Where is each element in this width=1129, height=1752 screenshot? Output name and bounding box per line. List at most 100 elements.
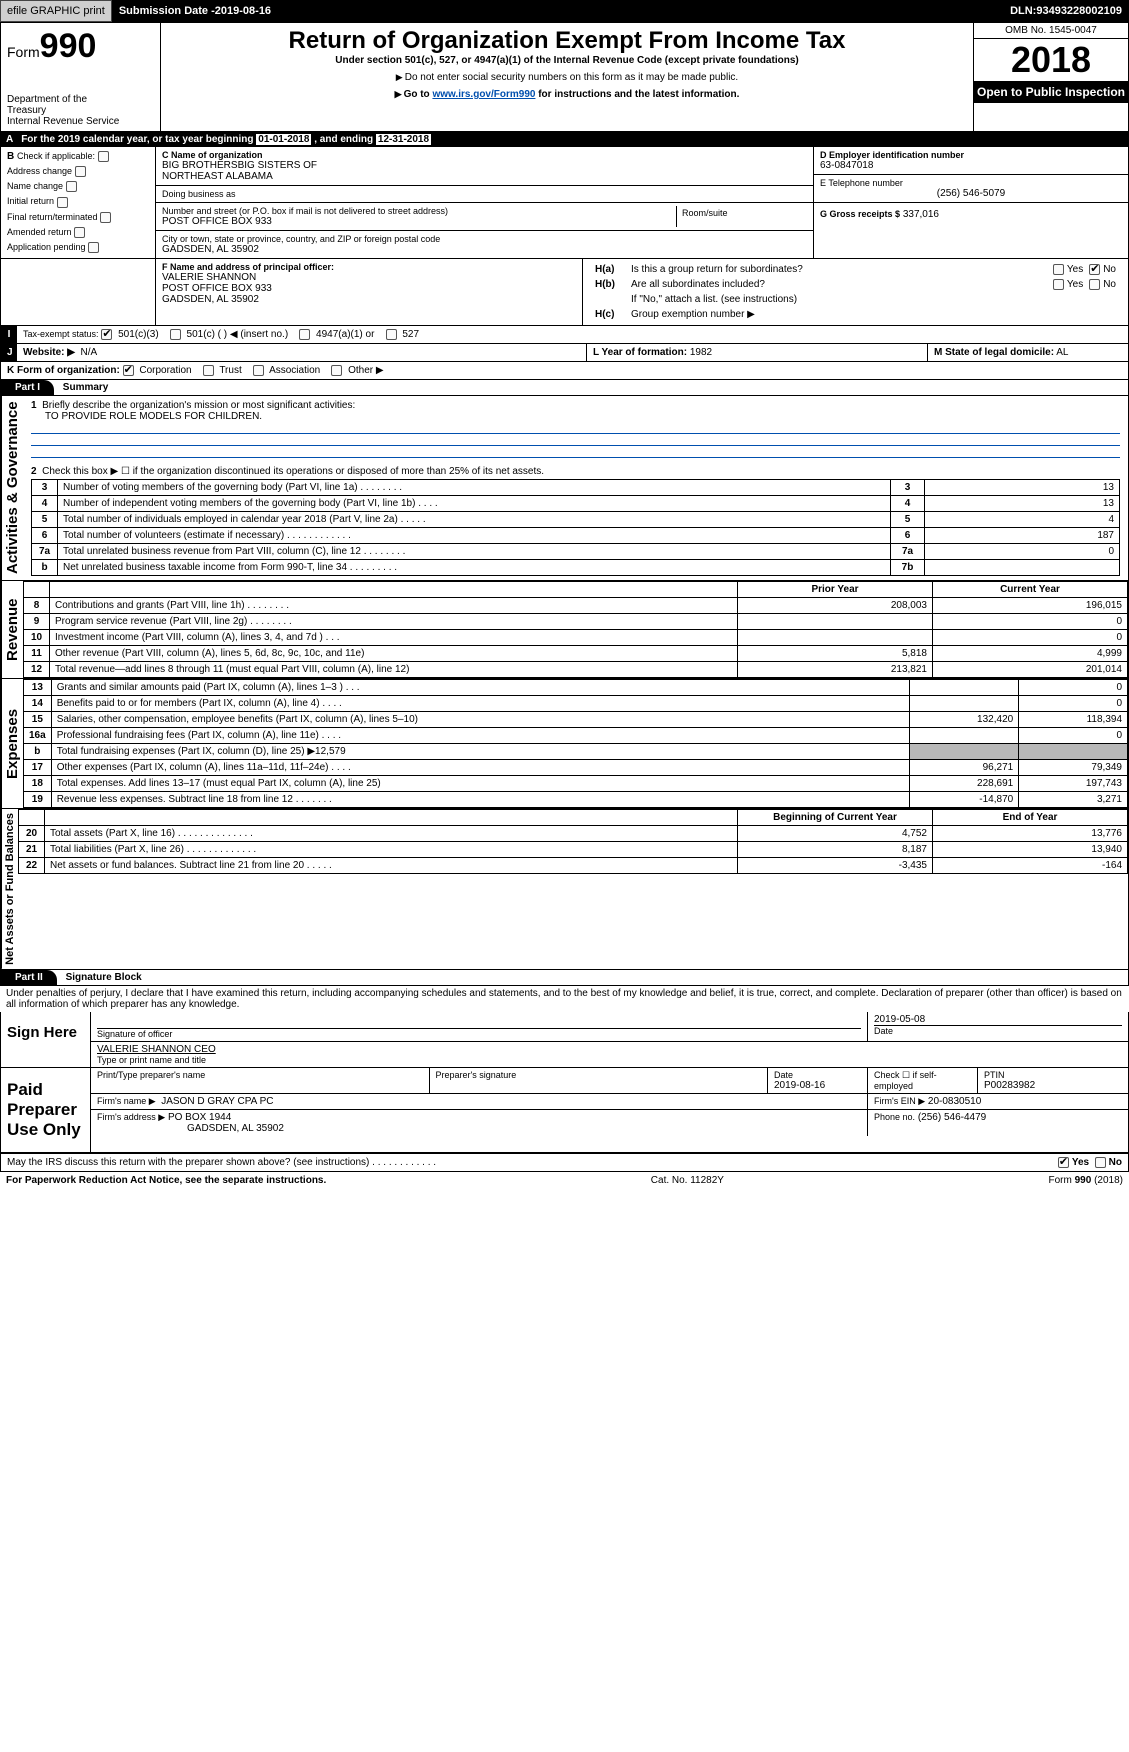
part1-expenses: Expenses 13Grants and similar amounts pa… (0, 679, 1129, 809)
section-k-option: Corporation (123, 365, 200, 376)
dln-text: DLN: (1010, 5, 1036, 17)
topbar-spacer (278, 0, 1003, 22)
table-row: 8Contributions and grants (Part VIII, li… (24, 598, 1128, 614)
checkbox-applicable[interactable] (98, 151, 109, 162)
paid-preparer-label: Paid Preparer Use Only (1, 1068, 91, 1152)
block-ij: I Tax-exempt status: 501(c)(3) 501(c) ( … (0, 326, 1129, 344)
table-row: 12Total revenue—add lines 8 through 11 (… (24, 662, 1128, 678)
section-k-label: K Form of organization: (7, 365, 120, 376)
dba-label: Doing business as (156, 186, 813, 203)
note2-post: for instructions and the latest informat… (535, 89, 739, 100)
efile-graphic-print-button[interactable]: efile GRAPHIC print (0, 0, 112, 22)
section-d-label: D Employer identification number (820, 150, 964, 160)
table-row: 5Total number of individuals employed in… (32, 512, 1120, 528)
org-name-2: NORTHEAST ALABAMA (162, 171, 807, 182)
firm-name-label: Firm's name ▶ (97, 1096, 156, 1106)
hb-no-checkbox[interactable] (1089, 279, 1100, 290)
section-b-checkbox[interactable] (74, 227, 85, 238)
submission-date-text: Submission Date - (119, 5, 215, 17)
section-b-checkbox[interactable] (66, 181, 77, 192)
discuss-row: May the IRS discuss this return with the… (0, 1154, 1129, 1172)
section-i-checkbox[interactable] (170, 329, 181, 340)
ha-yes-checkbox[interactable] (1053, 264, 1064, 275)
form-header: Form990 Department of the Treasury Inter… (0, 22, 1129, 132)
officer-name: VALERIE SHANNON (162, 272, 576, 283)
section-k-checkbox[interactable] (331, 365, 342, 376)
section-b-checkbox[interactable] (57, 197, 68, 208)
org-name-1: BIG BROTHERSBIG SISTERS OF (162, 160, 807, 171)
city-value: GADSDEN, AL 35902 (162, 244, 807, 255)
header-left: Form990 Department of the Treasury Inter… (1, 23, 161, 131)
cal-year-pre: For the 2019 calendar year, or tax year … (21, 134, 256, 145)
header-note1: Do not enter social security numbers on … (167, 72, 967, 83)
part2-tab: Part II (1, 970, 57, 985)
q1-label: Briefly describe the organization's miss… (42, 400, 355, 411)
table-row: 17Other expenses (Part IX, column (A), l… (24, 760, 1128, 776)
side-governance: Activities & Governance (1, 396, 23, 580)
footer-right: Form 990 (2018) (1049, 1175, 1123, 1186)
prep-date-value: 2019-08-16 (774, 1080, 861, 1091)
h-c-label: Group exemption number ▶ (631, 309, 755, 320)
discuss-yes-checkbox[interactable] (1058, 1157, 1069, 1168)
h-b-label: Are all subordinates included? (631, 279, 1053, 290)
header-right: OMB No. 1545-0047 2018 Open to Public In… (973, 23, 1128, 131)
firm-ein-value: 20-0830510 (928, 1096, 981, 1107)
omb-number: OMB No. 1545-0047 (974, 23, 1128, 39)
prep-name-label: Print/Type preparer's name (91, 1068, 430, 1093)
table-row: 22Net assets or fund balances. Subtract … (19, 858, 1128, 874)
block-fh: F Name and address of principal officer:… (0, 259, 1129, 326)
prep-sig-label: Preparer's signature (430, 1068, 769, 1093)
section-k-checkbox[interactable] (203, 365, 214, 376)
block-k: K Form of organization: Corporation Trus… (0, 362, 1129, 380)
tax-year: 2018 (974, 39, 1128, 81)
section-i-checkbox[interactable] (101, 329, 112, 340)
sig-date-label: Date (874, 1025, 1122, 1036)
section-k-option: Other ▶ (329, 365, 392, 376)
table-row: 21Total liabilities (Part X, line 26) . … (19, 842, 1128, 858)
section-b-label: Check if applicable: (17, 151, 95, 161)
officer-city: GADSDEN, AL 35902 (162, 294, 576, 305)
section-e-label: E Telephone number (820, 178, 1122, 188)
section-b-checkbox[interactable] (100, 212, 111, 223)
section-b-checkbox[interactable] (88, 242, 99, 253)
section-i-checkbox[interactable] (299, 329, 310, 340)
state-domicile: AL (1056, 347, 1068, 358)
signature-block: Sign Here Signature of officer 2019-05-0… (0, 1012, 1129, 1154)
table-row: 18Total expenses. Add lines 13–17 (must … (24, 776, 1128, 792)
block-bcdeg: B Check if applicable: Address change Na… (0, 147, 1129, 259)
return-title: Return of Organization Exempt From Incom… (167, 27, 967, 55)
block-jklm: J Website: ▶ N/A L Year of formation: 19… (0, 344, 1129, 362)
website-value: N/A (81, 347, 98, 358)
part1-netassets: Net Assets or Fund Balances Beginning of… (0, 809, 1129, 970)
phone-label: Phone no. (874, 1112, 915, 1122)
table-row: 20Total assets (Part X, line 16) . . . .… (19, 826, 1128, 842)
sig-name-value: VALERIE SHANNON CEO (97, 1044, 1122, 1055)
irs-link[interactable]: www.irs.gov/Form990 (432, 89, 535, 100)
table-row: bNet unrelated business taxable income f… (32, 560, 1120, 576)
q1-value: TO PROVIDE ROLE MODELS FOR CHILDREN. (31, 411, 1120, 422)
ha-no-checkbox[interactable] (1089, 264, 1100, 275)
form-number: Form990 (7, 27, 154, 66)
hb-yes-checkbox[interactable] (1053, 279, 1064, 290)
room-label: Room/suite (677, 206, 807, 227)
h-b-note: If "No," attach a list. (see instruction… (589, 292, 1122, 307)
yes-label: Yes (1072, 1157, 1089, 1168)
section-b-checkbox[interactable] (75, 166, 86, 177)
h-a-label: Is this a group return for subordinates? (631, 264, 1053, 275)
dln-value: 93493228002109 (1036, 5, 1122, 17)
table-row: 9Program service revenue (Part VIII, lin… (24, 614, 1128, 630)
ptin-value: P00283982 (984, 1080, 1122, 1091)
header-note2: Go to www.irs.gov/Form990 for instructio… (167, 89, 967, 100)
ty-begin: 01-01-2018 (256, 134, 311, 145)
year-formation: 1982 (690, 347, 712, 358)
section-i-label: Tax-exempt status: (23, 329, 99, 339)
section-i-checkbox[interactable] (386, 329, 397, 340)
section-k-checkbox[interactable] (123, 365, 134, 376)
section-i-option: 501(c) ( ) ◀ (insert no.) (167, 329, 297, 340)
discuss-no-checkbox[interactable] (1095, 1157, 1106, 1168)
part1-governance: Activities & Governance 1 Briefly descri… (0, 396, 1129, 581)
table-row: 10Investment income (Part VIII, column (… (24, 630, 1128, 646)
city-label: City or town, state or province, country… (162, 234, 807, 244)
note2-pre: Go to (395, 89, 433, 100)
section-k-checkbox[interactable] (253, 365, 264, 376)
